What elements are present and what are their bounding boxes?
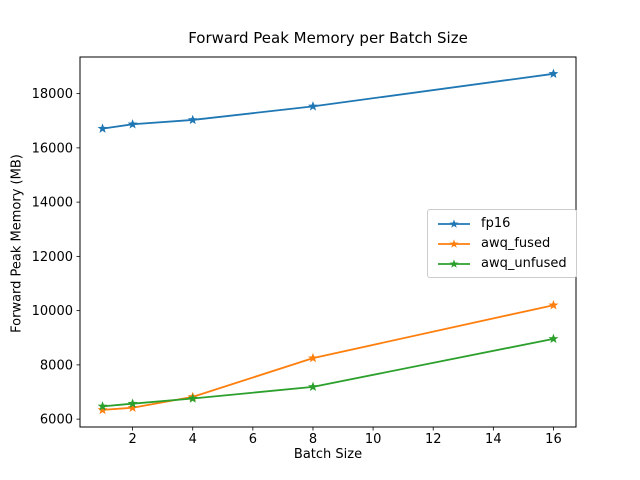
y-axis-label: Forward Peak Memory (MB) [9,154,25,333]
y-tick-label: 10000 [32,304,73,319]
legend-item-awq_unfused: awq_unfused [437,255,567,272]
legend-label-fp16: fp16 [481,216,511,231]
x-tick-label: 2 [128,432,136,447]
x-tick-label: 12 [425,432,442,447]
data-point-marker-awq_unfused [97,401,108,411]
x-tick-label: 8 [309,432,317,447]
legend: fp16 awq_fused awq_unfused [427,209,577,278]
x-tick-label: 16 [545,432,562,447]
legend-star-sample [449,218,459,228]
x-tick-label: 10 [365,432,382,447]
series-line-awq_unfused [102,337,554,408]
y-tick-label: 6000 [40,413,73,428]
legend-item-awq_fused: awq_fused [437,235,567,252]
y-tick-label: 14000 [32,196,73,211]
data-point-marker-awq_unfused [187,393,198,403]
legend-star-sample [449,258,459,268]
data-point-marker-fp16 [187,114,198,125]
legend-label-awq_fused: awq_fused [481,236,551,251]
data-point-marker-awq_unfused [127,398,138,408]
data-point-marker-awq_fused [308,352,318,363]
legend-label-awq_unfused: awq_unfused [481,256,567,271]
series-line-awq_fused [102,304,554,411]
chart-title: Forward Peak Memory per Batch Size [188,29,468,47]
data-point-marker-fp16 [308,101,318,111]
y-tick-label: 12000 [32,250,73,265]
y-tick-label: 8000 [40,358,73,373]
data-point-marker-fp16 [97,123,108,133]
x-tick-label: 4 [189,432,197,447]
legend-marker-awq_unfused [438,258,470,268]
legend-marker-fp16 [438,218,470,228]
data-point-marker-awq_fused [548,300,559,310]
x-axis-label: Batch Size [293,447,363,462]
legend-star-sample [449,238,459,248]
x-tick-label: 6 [249,432,257,447]
data-point-marker-awq_fused [127,402,138,412]
legend-marker-awq_fused [438,238,470,248]
legend-item-fp16: fp16 [437,215,567,232]
data-point-marker-awq_unfused [548,333,559,344]
y-tick-label: 18000 [32,87,73,102]
series-line-fp16 [102,72,554,130]
data-point-marker-fp16 [548,68,559,79]
y-tick-label: 16000 [32,141,73,156]
data-point-marker-awq_fused [97,404,108,415]
data-point-marker-fp16 [127,119,138,129]
data-point-marker-awq_unfused [308,381,318,392]
x-tick-label: 14 [485,432,502,447]
